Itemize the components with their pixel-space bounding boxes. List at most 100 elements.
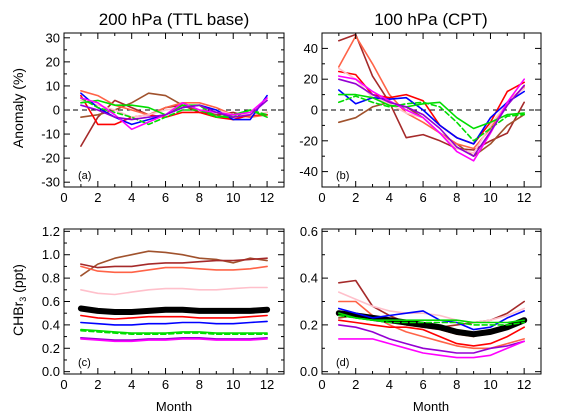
y-tick-label-a: -10	[41, 127, 60, 142]
series-line-a-8	[80, 97, 268, 131]
series-line-b-5	[337, 89, 526, 145]
axes-frame-c	[63, 228, 285, 375]
series-line-d-8	[337, 314, 526, 326]
y-tick-label-c: 0.8	[42, 271, 60, 286]
panel-label-a: (a)	[78, 170, 91, 182]
ylabel-bottom: CHBr3 (ppt)	[10, 264, 28, 336]
series-line-b-6	[337, 93, 526, 130]
x-tick-label-c: 4	[128, 377, 135, 392]
series-line-b-3	[337, 70, 526, 145]
title-right: 100 hPa (CPT)	[374, 10, 487, 29]
panel-c: 0 2 4 6 8 10 12 0.0 0.2 0.4 0.6 0.8 1.0 1.2 (c)	[42, 224, 285, 392]
series-line-c-1	[80, 257, 268, 269]
x-tick-label-a: 4	[128, 190, 135, 205]
x-tick-label-b: 6	[419, 190, 426, 205]
series-line-c-6	[80, 320, 268, 326]
series-line-b-9	[337, 78, 526, 157]
x-tick-label-a: 12	[260, 190, 274, 205]
x-tick-label-a: 8	[196, 190, 203, 205]
x-tick-label-d: 12	[517, 377, 531, 392]
x-tick-label-c: 6	[162, 377, 169, 392]
series-line-d-3	[337, 291, 526, 324]
panel-label-b: (b)	[336, 170, 349, 182]
series-line-b-0	[337, 33, 526, 151]
y-tick-label-b: -20	[299, 133, 318, 148]
x-tick-label-a: 0	[60, 190, 67, 205]
series-line-c-9	[80, 336, 268, 341]
ylabel-bottom-main: CHBr	[10, 301, 26, 336]
xlabel-left: Month	[156, 399, 192, 414]
series-line-c-8	[80, 329, 268, 336]
series-line-c-0	[80, 250, 268, 277]
x-tick-label-b: 2	[352, 190, 359, 205]
ylabel-bottom-unit: (ppt)	[10, 264, 26, 297]
x-tick-label-b: 12	[517, 190, 531, 205]
y-tick-label-c: 0.0	[42, 364, 60, 379]
x-tick-label-b: 4	[386, 190, 393, 205]
y-tick-label-c: 0.6	[42, 294, 60, 309]
series-line-d-9	[337, 324, 526, 354]
series-group-a	[80, 90, 268, 147]
y-tick-label-c: 1.0	[42, 247, 60, 262]
x-tick-label-a: 2	[94, 190, 101, 205]
x-tick-label-c: 12	[260, 377, 274, 392]
x-tick-label-c: 2	[94, 377, 101, 392]
x-tick-label-d: 6	[419, 377, 426, 392]
series-line-c-5	[80, 314, 268, 320]
series-line-c-3	[80, 286, 268, 296]
panel-b: 0 2 4 6 8 10 12 -40 -20 0 20 40 (b)	[299, 32, 542, 205]
y-tick-label-d: 0.2	[300, 317, 318, 332]
y-tick-label-c: 0.4	[42, 317, 60, 332]
y-tick-label-b: 0	[311, 103, 318, 118]
series-group-c	[77, 250, 271, 343]
x-tick-label-b: 10	[483, 190, 497, 205]
series-line-d-6	[337, 319, 526, 347]
panel-d: 0 2 4 6 8 10 12 0.0 0.2 0.4 0.6 (d)	[300, 224, 542, 392]
x-tick-label-a: 6	[162, 190, 169, 205]
y-tick-label-a: 10	[46, 78, 60, 93]
y-tick-label-a: 0	[53, 103, 60, 118]
series-line-d-10	[337, 338, 526, 359]
y-tick-label-b: 20	[304, 72, 318, 87]
series-group-b	[337, 33, 526, 162]
series-line-a-0	[80, 99, 268, 147]
y-tick-label-b: -40	[299, 164, 318, 179]
y-tick-label-c: 0.2	[42, 341, 60, 356]
x-tick-label-d: 8	[453, 377, 460, 392]
x-tick-label-b: 8	[453, 190, 460, 205]
title-left: 200 hPa (TTL base)	[99, 10, 250, 29]
series-line-c-2	[80, 265, 268, 274]
x-tick-label-d: 0	[318, 377, 325, 392]
x-tick-label-b: 0	[318, 190, 325, 205]
series-line-a-9	[80, 99, 268, 121]
series-group-d	[335, 279, 528, 359]
panel-label-d: (d)	[336, 357, 349, 369]
y-tick-label-a: 20	[46, 54, 60, 69]
y-tick-label-b: 40	[304, 41, 318, 56]
y-tick-label-a: -30	[41, 175, 60, 190]
x-tick-label-d: 10	[483, 377, 497, 392]
xlabel-right: Month	[413, 399, 449, 414]
x-tick-label-d: 4	[386, 377, 393, 392]
y-tick-label-c: 1.2	[42, 224, 60, 239]
y-tick-label-a: -20	[41, 151, 60, 166]
x-tick-label-c: 0	[60, 377, 67, 392]
y-tick-label-d: 0.6	[300, 224, 318, 239]
series-line-b-2	[337, 35, 526, 150]
x-tick-label-d: 2	[352, 377, 359, 392]
series-line-c-7	[80, 328, 268, 334]
panel-label-c: (c)	[78, 357, 91, 369]
y-tick-label-a: 30	[46, 30, 60, 45]
series-line-c-4	[77, 305, 271, 315]
y-tick-label-d: 0.0	[300, 364, 318, 379]
x-tick-label-c: 8	[196, 377, 203, 392]
panel-a: 0 2 4 6 8 10 12 -30 -20 -10 0 10 20 30 (a)	[41, 30, 285, 205]
y-tick-label-d: 0.4	[300, 271, 318, 286]
series-line-c-10	[80, 338, 268, 343]
ylabel-bottom-sub: 3	[18, 297, 28, 302]
ylabel-top: Anomaly (%)	[10, 68, 26, 148]
x-tick-label-c: 10	[226, 377, 240, 392]
x-tick-label-a: 10	[226, 190, 240, 205]
